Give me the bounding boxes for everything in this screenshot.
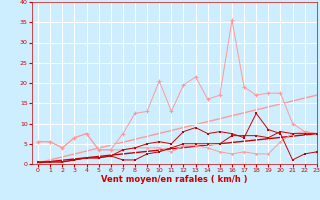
X-axis label: Vent moyen/en rafales ( km/h ): Vent moyen/en rafales ( km/h ) [101,175,248,184]
